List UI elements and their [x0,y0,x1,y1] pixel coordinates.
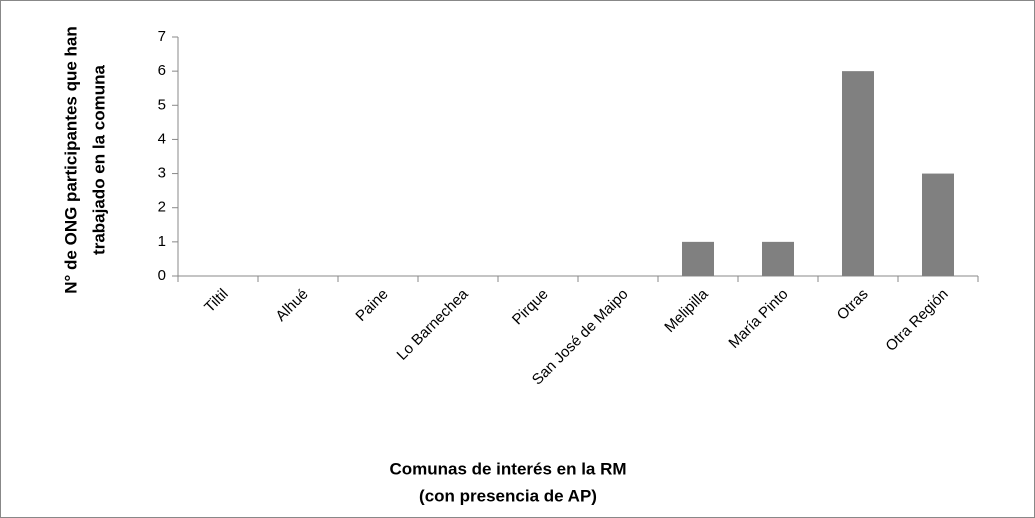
y-tick-label: 5 [158,96,166,113]
y-tick-label: 7 [158,28,166,45]
y-tick-label: 2 [158,199,166,216]
bar [842,71,874,277]
y-axis-title: trabajado en la comuna [89,65,108,255]
bar [682,241,714,276]
y-tick-label: 1 [158,233,166,250]
y-tick-label: 6 [158,62,166,79]
y-tick-label: 4 [158,130,166,147]
x-axis-title: Comunas de interés en la RM [389,459,626,478]
y-tick-label: 3 [158,165,166,182]
bar [922,173,954,276]
y-tick-label: 0 [158,267,166,284]
bar [762,241,794,276]
x-axis-title: (con presencia de AP) [419,486,597,505]
y-axis-title: N° de ONG participantes que han [61,26,80,294]
